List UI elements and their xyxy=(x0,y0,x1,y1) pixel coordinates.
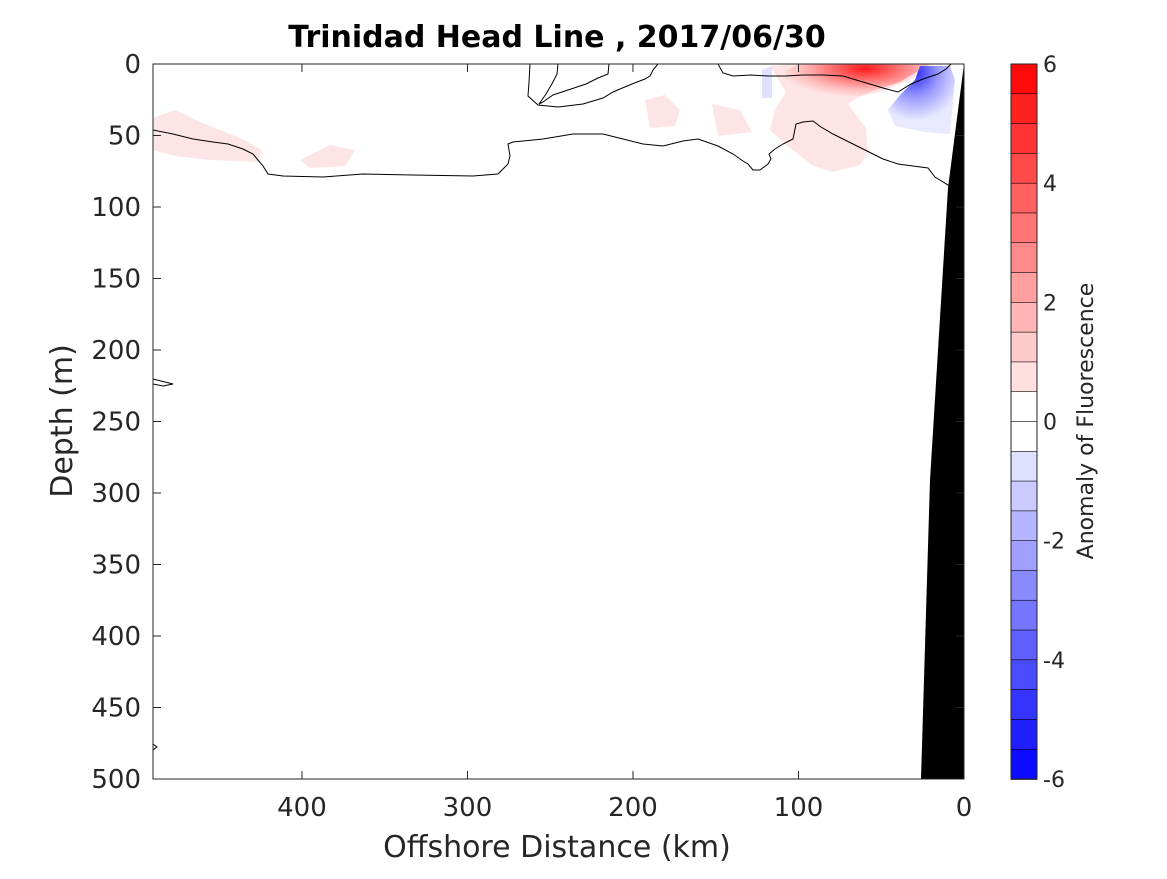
colorbar-level xyxy=(1010,659,1038,691)
zero-contour-line xyxy=(153,120,964,192)
zero-contour-line xyxy=(153,378,174,387)
colorbar-level xyxy=(1010,93,1038,125)
colorbar-tick-label: 6 xyxy=(1043,53,1057,78)
y-tick-label: 500 xyxy=(91,765,141,795)
y-tick-label: 200 xyxy=(91,336,141,366)
colorbar-tick-label: 2 xyxy=(1043,291,1057,316)
colorbar-level xyxy=(1010,272,1038,304)
seafloor-bathymetry xyxy=(921,64,964,779)
colorbar-level xyxy=(1010,421,1038,453)
colorbar-tick-label: -6 xyxy=(1043,768,1065,793)
colorbar-level xyxy=(1010,599,1038,631)
colorbar-level xyxy=(1010,450,1038,482)
zero-contour-line xyxy=(153,743,158,751)
colorbar-level xyxy=(1010,361,1038,393)
colorbar-level xyxy=(1010,540,1038,572)
colorbar-tick-label: -2 xyxy=(1043,530,1065,555)
x-axis: 400 300 200 100 0 xyxy=(277,64,972,823)
plot-area xyxy=(153,64,964,779)
colorbar-level xyxy=(1010,302,1038,333)
zero-contour-line xyxy=(538,64,610,105)
colorbar-level xyxy=(1010,331,1038,363)
colorbar-level xyxy=(1010,480,1038,512)
colorbar-level xyxy=(1010,719,1038,751)
x-tick-label: 100 xyxy=(774,793,824,823)
colorbar-level xyxy=(1010,123,1038,155)
colorbar-level xyxy=(1010,510,1038,542)
x-tick-label: 300 xyxy=(443,793,493,823)
colorbar-frame xyxy=(1010,63,1038,780)
x-tick-label: 400 xyxy=(277,793,327,823)
x-axis-label: Offshore Distance (km) xyxy=(383,830,731,865)
y-tick-label: 400 xyxy=(91,622,141,652)
y-tick-label: 350 xyxy=(91,551,141,581)
chart-title: Trinidad Head Line , 2017/06/30 xyxy=(288,20,825,55)
weak-positive-patch-offshore xyxy=(153,110,262,162)
zero-contours xyxy=(153,64,964,751)
x-tick-label: 200 xyxy=(608,793,658,823)
weak-positive-patch-mid xyxy=(300,145,355,168)
colorbar-tick-label: 4 xyxy=(1043,172,1057,197)
y-tick-label: 100 xyxy=(91,193,141,223)
y-axis: 0 50 100 150 200 250 300 350 400 450 500 xyxy=(91,50,964,795)
colorbar-level xyxy=(1010,689,1038,721)
y-axis-label: Depth (m) xyxy=(45,344,80,498)
y-tick-label: 150 xyxy=(91,265,141,295)
colorbar: 6 4 2 0 -2 -4 -6 xyxy=(1010,53,1065,793)
colorbar-level xyxy=(1010,63,1038,95)
weak-positive-patch-2 xyxy=(645,95,680,128)
zero-contour-line xyxy=(717,64,952,93)
colorbar-level xyxy=(1010,570,1038,602)
colorbar-level xyxy=(1010,182,1038,214)
weak-positive-patch-3 xyxy=(712,104,752,136)
colorbar-level xyxy=(1010,748,1038,780)
colorbar-level xyxy=(1010,391,1038,423)
negative-anomaly-patch xyxy=(888,66,955,134)
x-tick-label: 0 xyxy=(956,793,973,823)
y-tick-label: 450 xyxy=(91,694,141,724)
colorbar-tick-label: -4 xyxy=(1043,649,1065,674)
zero-contour-line xyxy=(527,64,659,108)
y-tick-label: 50 xyxy=(108,122,141,152)
colorbar-level xyxy=(1010,212,1038,244)
colorbar-level xyxy=(1010,242,1038,274)
colorbar-level xyxy=(1010,153,1038,184)
colorbar-tick-label: 0 xyxy=(1043,411,1057,436)
colorbar-level xyxy=(1010,629,1038,661)
y-tick-label: 300 xyxy=(91,479,141,509)
y-tick-label: 0 xyxy=(124,50,141,80)
y-tick-label: 250 xyxy=(91,408,141,438)
colorbar-label: Anomaly of Fluorescence xyxy=(1074,283,1099,560)
